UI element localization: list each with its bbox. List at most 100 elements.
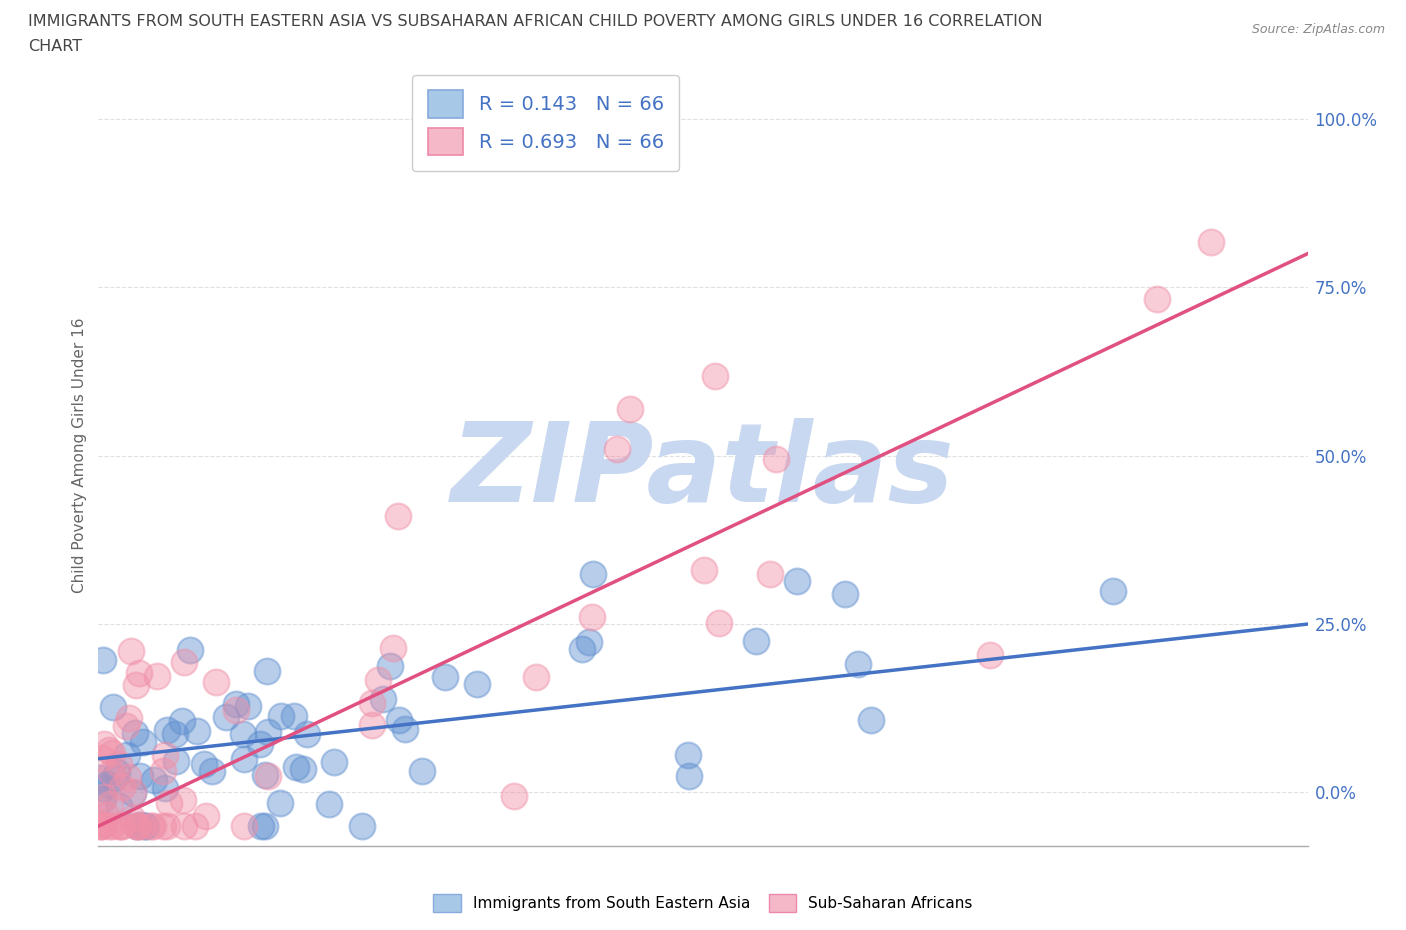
Point <box>249 737 271 751</box>
Point <box>101 746 124 761</box>
Point <box>295 727 318 742</box>
Point <box>128 666 150 681</box>
Point <box>256 768 278 783</box>
Point <box>318 796 340 811</box>
Point <box>184 818 207 833</box>
Point <box>91 780 114 795</box>
Point <box>232 751 254 766</box>
Point <box>676 748 699 763</box>
Point <box>142 772 165 787</box>
Point <box>388 712 411 727</box>
Point <box>205 674 228 689</box>
Point <box>786 574 808 589</box>
Point <box>114 719 136 734</box>
Point <box>606 442 628 457</box>
Point <box>846 657 869 671</box>
Legend: Immigrants from South Eastern Asia, Sub-Saharan Africans: Immigrants from South Eastern Asia, Sub-… <box>427 888 979 918</box>
Point <box>253 818 276 833</box>
Point <box>352 818 374 833</box>
Point <box>238 698 260 713</box>
Point <box>434 670 457 684</box>
Point <box>323 754 346 769</box>
Point <box>125 677 148 692</box>
Point <box>502 789 524 804</box>
Point <box>360 717 382 732</box>
Point <box>90 818 112 833</box>
Point <box>121 785 143 800</box>
Point <box>125 818 148 833</box>
Legend: R = 0.143   N = 66, R = 0.693   N = 66: R = 0.143 N = 66, R = 0.693 N = 66 <box>412 74 679 171</box>
Point <box>165 753 187 768</box>
Point <box>582 567 605 582</box>
Point <box>100 765 122 780</box>
Point <box>125 818 148 833</box>
Point <box>745 633 768 648</box>
Point <box>98 796 121 811</box>
Point <box>129 769 152 784</box>
Point <box>96 808 118 823</box>
Point <box>380 658 402 673</box>
Point <box>89 771 111 786</box>
Point <box>127 818 149 833</box>
Point <box>250 818 273 833</box>
Point <box>201 764 224 778</box>
Point <box>703 368 725 383</box>
Point <box>93 790 115 804</box>
Point <box>387 509 409 524</box>
Point <box>122 786 145 801</box>
Point <box>367 672 389 687</box>
Point <box>120 644 142 658</box>
Point <box>225 702 247 717</box>
Point <box>117 747 139 762</box>
Point <box>105 764 128 779</box>
Point <box>110 818 132 833</box>
Point <box>131 818 153 833</box>
Point <box>571 642 593 657</box>
Point <box>285 760 308 775</box>
Point <box>97 743 120 758</box>
Point <box>179 643 201 658</box>
Point <box>758 567 780 582</box>
Point <box>108 799 131 814</box>
Point <box>141 818 163 833</box>
Point <box>1199 234 1222 249</box>
Point <box>215 710 238 724</box>
Point <box>194 808 217 823</box>
Point <box>232 726 254 741</box>
Point <box>91 817 114 831</box>
Point <box>91 791 114 806</box>
Point <box>156 723 179 737</box>
Point <box>859 712 882 727</box>
Point <box>394 722 416 737</box>
Point <box>283 709 305 724</box>
Point <box>256 725 278 740</box>
Point <box>108 756 131 771</box>
Point <box>96 777 118 791</box>
Point <box>269 795 291 810</box>
Point <box>186 724 208 738</box>
Point <box>156 818 179 833</box>
Point <box>173 655 195 670</box>
Point <box>524 670 547 684</box>
Point <box>693 563 716 578</box>
Point <box>270 709 292 724</box>
Point <box>141 818 163 833</box>
Point <box>98 818 121 833</box>
Point <box>89 818 111 833</box>
Point <box>381 640 404 655</box>
Point <box>132 735 155 750</box>
Text: IMMIGRANTS FROM SOUTH EASTERN ASIA VS SUBSAHARAN AFRICAN CHILD POVERTY AMONG GIR: IMMIGRANTS FROM SOUTH EASTERN ASIA VS SU… <box>28 14 1043 29</box>
Point <box>93 737 115 751</box>
Point <box>765 451 787 466</box>
Point <box>124 726 146 741</box>
Point <box>129 817 152 832</box>
Point <box>411 764 433 778</box>
Point <box>619 402 641 417</box>
Point <box>108 818 131 833</box>
Point <box>256 663 278 678</box>
Point <box>371 692 394 707</box>
Point <box>101 700 124 715</box>
Point <box>678 768 700 783</box>
Point <box>145 669 167 684</box>
Point <box>361 696 384 711</box>
